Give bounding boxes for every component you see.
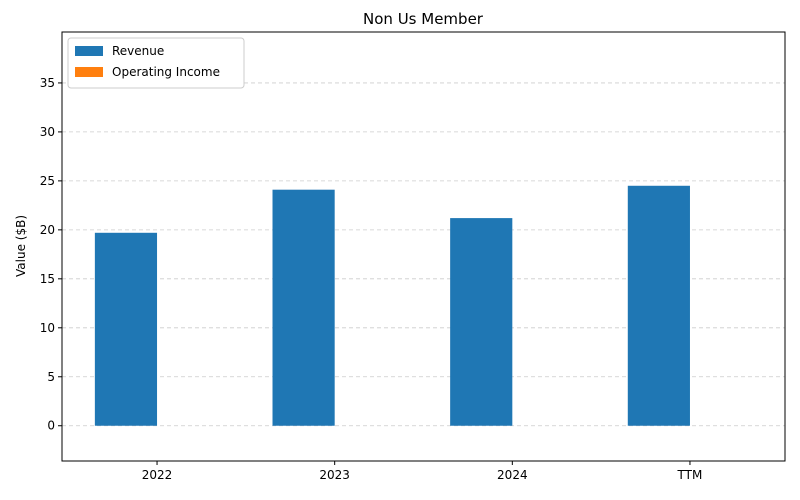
bar bbox=[94, 232, 158, 426]
x-tick-label: 2024 bbox=[497, 468, 528, 482]
x-tick-label: 2022 bbox=[142, 468, 173, 482]
y-tick-label: 5 bbox=[47, 370, 55, 384]
y-tick-label: 15 bbox=[40, 272, 55, 286]
x-tick-label: TTM bbox=[677, 468, 703, 482]
bar bbox=[627, 185, 690, 426]
bar bbox=[450, 218, 513, 426]
y-tick-label: 0 bbox=[47, 419, 55, 433]
legend-label: Operating Income bbox=[112, 65, 220, 79]
legend-label: Revenue bbox=[112, 44, 164, 58]
y-tick-label: 30 bbox=[40, 125, 55, 139]
legend-swatch bbox=[75, 46, 103, 56]
legend-box bbox=[67, 37, 245, 89]
y-tick-label: 35 bbox=[40, 76, 55, 90]
bar bbox=[272, 189, 335, 426]
y-axis-label: Value ($B) bbox=[14, 215, 28, 277]
chart-title: Non Us Member bbox=[363, 10, 484, 28]
y-tick-label: 10 bbox=[40, 321, 55, 335]
y-tick-label: 20 bbox=[40, 223, 55, 237]
legend-swatch bbox=[75, 67, 103, 77]
x-tick-label: 2023 bbox=[319, 468, 350, 482]
plot-frame bbox=[61, 31, 786, 462]
y-tick-label: 25 bbox=[40, 174, 55, 188]
